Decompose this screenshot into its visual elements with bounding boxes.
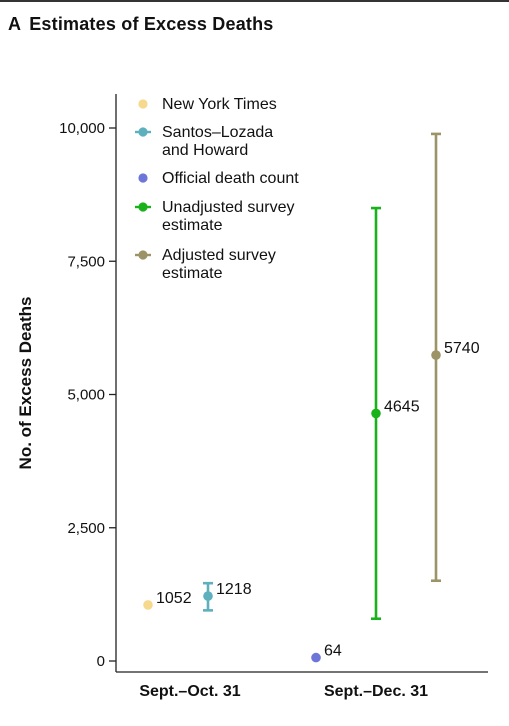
- legend-label: and Howard: [162, 142, 248, 159]
- data-point: [371, 408, 381, 419]
- legend-marker: [138, 202, 148, 212]
- data-label: 4645: [384, 398, 420, 415]
- data-label: 5740: [444, 340, 480, 357]
- legend-marker: [138, 99, 148, 109]
- y-tick-label: 7,500: [67, 253, 105, 270]
- data-point: [311, 652, 321, 663]
- y-tick-label: 0: [97, 653, 105, 670]
- legend-marker: [138, 127, 148, 137]
- data-label: 1052: [156, 590, 192, 607]
- legend-label: Adjusted survey: [162, 247, 276, 264]
- y-tick-label: 5,000: [67, 387, 105, 404]
- top-rule: [0, 0, 509, 2]
- legend-label: Unadjusted survey: [162, 199, 295, 216]
- legend-label: Official death count: [162, 170, 299, 187]
- panel-letter: A: [8, 14, 22, 34]
- legend-label: estimate: [162, 265, 223, 282]
- y-tick-label: 10,000: [59, 120, 105, 137]
- data-label: 1218: [216, 581, 252, 598]
- legend-label: estimate: [162, 217, 223, 234]
- legend-marker: [138, 250, 148, 260]
- y-tick-label: 2,500: [67, 520, 105, 537]
- data-point: [431, 350, 441, 360]
- y-axis-title: No. of Excess Deaths: [16, 297, 35, 470]
- legend-marker: [138, 173, 148, 183]
- legend-label: New York Times: [162, 96, 277, 113]
- data-point: [203, 591, 213, 601]
- chart-title: Estimates of Excess Deaths: [29, 14, 274, 34]
- legend-label: Santos–Lozada: [162, 124, 273, 141]
- data-label: 64: [324, 643, 342, 660]
- data-point: [143, 600, 153, 610]
- panel-title: A Estimates of Excess Deaths: [8, 14, 274, 35]
- x-category-label: Sept.–Oct. 31: [139, 683, 240, 700]
- x-category-label: Sept.–Dec. 31: [324, 683, 428, 700]
